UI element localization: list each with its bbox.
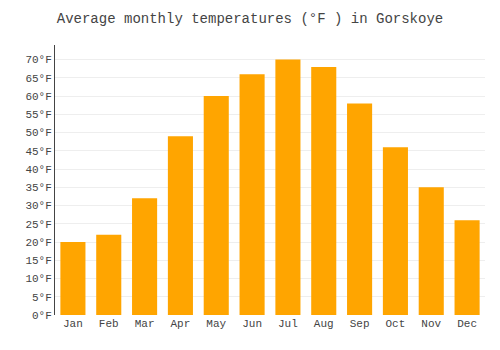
svg-text:15°F: 15°F: [25, 255, 51, 267]
svg-text:Jul: Jul: [278, 318, 298, 330]
svg-text:Jun: Jun: [242, 318, 262, 330]
svg-text:60°F: 60°F: [25, 91, 51, 103]
svg-text:Average monthly temperatures (: Average monthly temperatures (°F ) in Go…: [57, 11, 443, 27]
svg-text:Apr: Apr: [171, 318, 191, 330]
svg-text:Dec: Dec: [457, 318, 477, 330]
svg-text:65°F: 65°F: [25, 73, 51, 85]
svg-text:Aug: Aug: [314, 318, 334, 330]
svg-text:Feb: Feb: [99, 318, 119, 330]
svg-text:55°F: 55°F: [25, 109, 51, 121]
svg-text:25°F: 25°F: [25, 219, 51, 231]
svg-text:20°F: 20°F: [25, 237, 51, 249]
svg-text:Jan: Jan: [63, 318, 83, 330]
svg-text:Mar: Mar: [135, 318, 155, 330]
svg-text:45°F: 45°F: [25, 146, 51, 158]
svg-text:Oct: Oct: [386, 318, 406, 330]
svg-text:Sep: Sep: [350, 318, 370, 330]
svg-text:70°F: 70°F: [25, 54, 51, 66]
svg-text:40°F: 40°F: [25, 164, 51, 176]
svg-text:10°F: 10°F: [25, 273, 51, 285]
svg-text:0°F: 0°F: [32, 310, 52, 322]
svg-text:35°F: 35°F: [25, 182, 51, 194]
svg-text:May: May: [206, 318, 226, 330]
svg-text:5°F: 5°F: [32, 292, 52, 304]
svg-text:50°F: 50°F: [25, 127, 51, 139]
svg-text:Nov: Nov: [421, 318, 441, 330]
svg-text:30°F: 30°F: [25, 200, 51, 212]
